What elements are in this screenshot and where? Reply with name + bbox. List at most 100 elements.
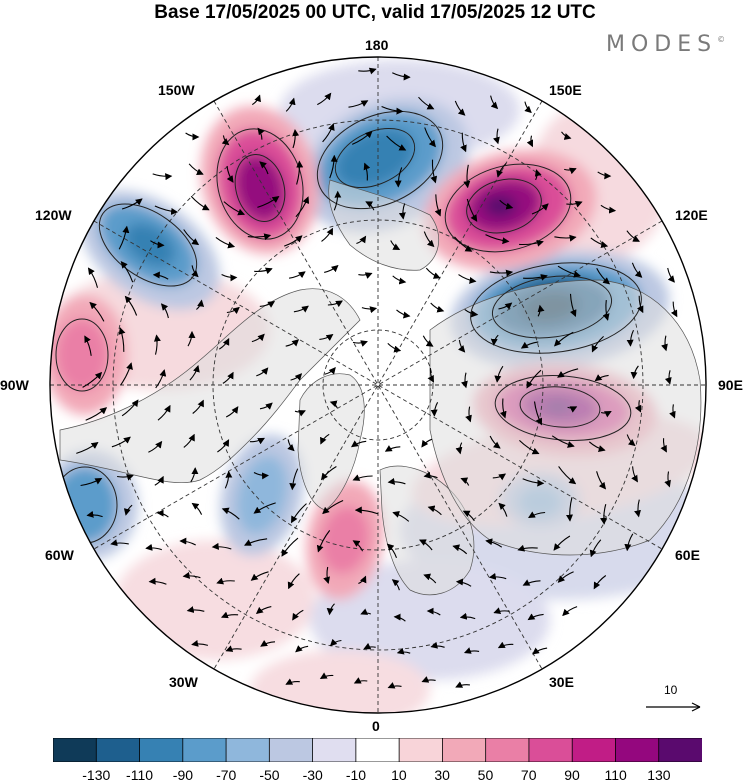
wind-arrow [284, 235, 303, 247]
wind-vectors [76, 67, 678, 689]
colorbar-tick-label: -10 [345, 767, 367, 783]
wind-arrow [221, 135, 230, 146]
wind-arrow [333, 190, 342, 211]
lon-label-60w: 60W [45, 547, 74, 563]
wind-arrow [292, 609, 304, 621]
wind-arrow [497, 641, 514, 649]
wind-arrow [421, 676, 436, 683]
wind-arrow [463, 647, 480, 654]
wind-arrow [387, 477, 406, 485]
wind-arrow [111, 436, 131, 448]
lon-label-120e: 120E [675, 207, 708, 223]
wind-arrow [430, 641, 445, 649]
wind-arrow [259, 301, 276, 308]
colorbar-swatch [312, 738, 357, 762]
wind-arrow [600, 411, 612, 418]
wind-arrow [460, 477, 470, 486]
wind-arrow [352, 540, 364, 552]
light-blue-tint-s [310, 560, 550, 680]
wind-arrow [485, 234, 510, 245]
wind-arrow [323, 566, 330, 584]
wind-arrow [253, 502, 276, 514]
wind-arrow [154, 205, 179, 215]
wind-arrow [290, 373, 303, 381]
colorbar-swatch [398, 738, 444, 762]
wind-arrow [588, 441, 606, 452]
wind-arrow [398, 203, 406, 220]
wind-arrow [421, 438, 433, 448]
wind-arrow [454, 236, 473, 252]
wind-arrow [320, 433, 330, 445]
wind-arrow [597, 171, 612, 180]
wind-arrow [256, 367, 269, 377]
wind-arrow [528, 511, 546, 519]
wind-arrow [150, 240, 165, 249]
wind-arrow [322, 123, 335, 143]
modes-logo: MODES© [606, 32, 725, 57]
lon-label-90w: 90W [0, 377, 29, 393]
wind-arrow [358, 575, 367, 585]
wind-arrow [87, 267, 99, 288]
wind-arrow [254, 267, 273, 275]
wind-arrow [249, 437, 265, 445]
colorbar-tick-label: -30 [302, 767, 323, 783]
wind-arrow [626, 329, 634, 347]
lon-label-30w: 30W [169, 674, 198, 690]
wind-arrow [630, 365, 639, 380]
wind-arrow [590, 237, 609, 249]
wind-arrow [189, 364, 200, 381]
wind-arrow [567, 406, 578, 413]
wind-arrow [523, 274, 548, 281]
wind-arrow [216, 577, 235, 585]
wind-arrow [464, 308, 479, 318]
wind-arrow [533, 401, 542, 426]
wind-arrow [226, 306, 240, 315]
wind-arrow [183, 433, 195, 448]
wind-arrow [225, 645, 242, 652]
wind-arrow [251, 94, 261, 106]
colorbar-tick-label: 30 [434, 767, 450, 783]
wind-arrow [596, 471, 607, 490]
wind-arrow [423, 231, 435, 248]
wind-arrow [517, 544, 538, 552]
wind-arrow [285, 97, 296, 112]
wind-arrow [396, 309, 411, 319]
asia [429, 279, 702, 556]
wind-arrow [358, 67, 377, 75]
lon-label-90e: 90E [718, 377, 743, 393]
map-title: Base 17/05/2025 00 UTC, valid 17/05/2025… [154, 2, 596, 23]
wind-arrow [160, 303, 169, 319]
wind-arrow [350, 440, 367, 448]
wind-arrow [531, 203, 549, 215]
wind-arrow [211, 542, 232, 550]
wind-arrow [152, 271, 169, 280]
wind-arrow [148, 440, 163, 453]
colorbar-tick-label: 10 [391, 767, 407, 783]
wind-arrow [152, 173, 173, 181]
brand-text: MODES [606, 32, 718, 57]
wind-arrow [596, 267, 611, 285]
wind-arrow [253, 472, 269, 480]
wind-arrow [224, 470, 233, 489]
wind-arrow [217, 439, 230, 453]
wind-arrow [669, 404, 676, 419]
wind-arrow [488, 572, 507, 580]
wind-arrow [179, 537, 196, 546]
wind-arrow [490, 95, 499, 110]
wind-arrow [558, 466, 577, 485]
wind-arrow [153, 334, 161, 355]
wind-arrow [393, 613, 406, 622]
wind-arrow [352, 474, 373, 481]
lon-label-60e: 60E [675, 547, 700, 563]
colorbar-tick-label: 50 [477, 767, 494, 783]
wind-arrow [317, 92, 332, 106]
wind-arrow [423, 573, 437, 584]
wind-arrow [391, 579, 400, 591]
wind-arrow [260, 640, 276, 647]
wind-arrow [458, 274, 477, 284]
wind-arrow [489, 269, 514, 277]
wind-arrow [118, 225, 130, 250]
wind-arrow [319, 334, 334, 341]
wind-arrow [183, 229, 200, 246]
